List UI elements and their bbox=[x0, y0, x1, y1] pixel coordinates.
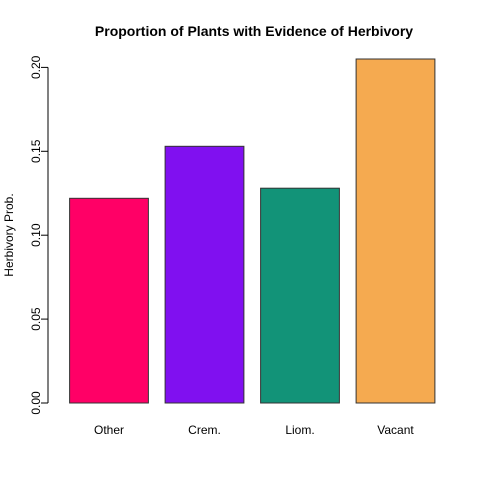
x-category-label: Liom. bbox=[285, 423, 314, 437]
y-axis-ticks: 0.00 0.05 0.10 0.15 0.20 bbox=[29, 55, 48, 415]
y-tick-label: 0.10 bbox=[29, 223, 43, 247]
chart-title: Proportion of Plants with Evidence of He… bbox=[95, 23, 413, 39]
x-category-label: Other bbox=[94, 423, 124, 437]
bars-group bbox=[69, 58, 436, 404]
x-category-label: Crem. bbox=[188, 423, 221, 437]
y-tick-label: 0.15 bbox=[29, 139, 43, 163]
bar-crem bbox=[164, 145, 245, 404]
y-tick-label: 0.00 bbox=[29, 391, 43, 415]
y-tick-label: 0.20 bbox=[29, 55, 43, 79]
y-tick-label: 0.05 bbox=[29, 307, 43, 331]
bar-vacant bbox=[355, 58, 436, 404]
bar-other bbox=[69, 197, 149, 404]
y-axis-label: Herbivory Prob. bbox=[2, 193, 16, 276]
x-category-label: Vacant bbox=[377, 423, 414, 437]
bar-liom bbox=[260, 187, 340, 404]
x-axis-labels: Other Crem. Liom. Vacant bbox=[94, 423, 414, 437]
